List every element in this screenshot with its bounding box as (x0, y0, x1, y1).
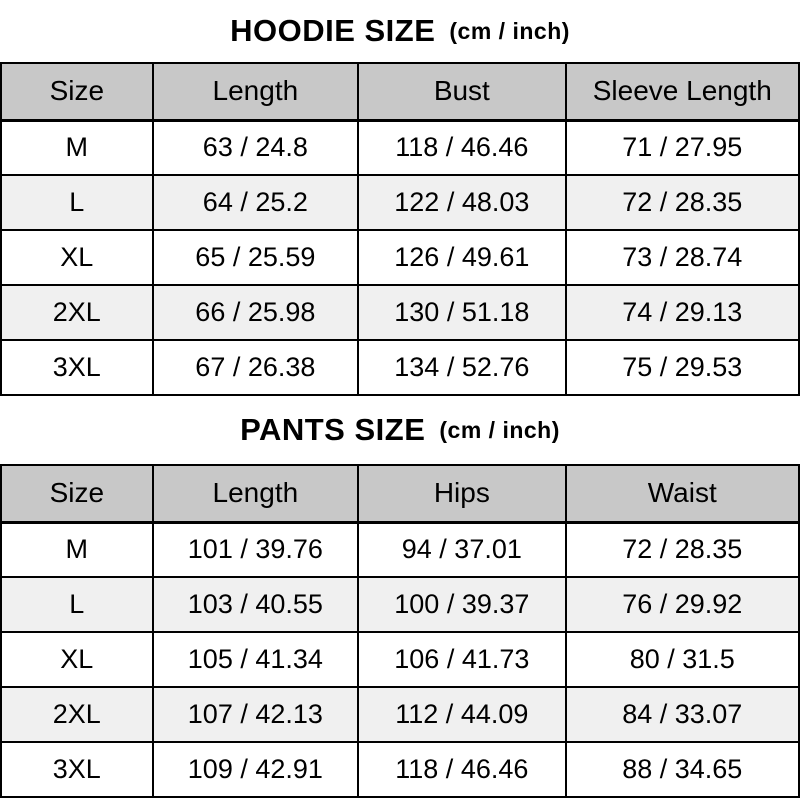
measurement-cell: 105 / 41.34 (151, 631, 360, 688)
measurement-cell: 66 / 25.98 (151, 284, 360, 341)
size-label-cell: 3XL (0, 741, 154, 798)
measurement-cell: 101 / 39.76 (151, 521, 360, 578)
measurement-cell: 71 / 27.95 (564, 119, 800, 176)
measurement-cell: 63 / 24.8 (151, 119, 360, 176)
size-label-cell: XL (0, 631, 154, 688)
hoodie-size-title-text: HOODIE SIZE (230, 13, 436, 48)
measurement-cell: 88 / 34.65 (564, 741, 800, 798)
measurement-cell: 75 / 29.53 (564, 339, 800, 396)
table-row: M 101 / 39.76 94 / 37.01 72 / 28.35 (0, 521, 800, 578)
pants-size-table: Size Length Hips Waist M 101 / 39.76 94 / 37.… (0, 464, 800, 798)
table-row: 2XL 107 / 42.13 112 / 44.09 84 / 33.07 (0, 686, 800, 743)
hoodie-size-table: Size Length Bust Sleeve Length M 63 / 24.8 11… (0, 62, 800, 396)
hoodie-size-table-body: M 63 / 24.8 118 / 46.46 71 / 27.95 L 64 / 25.… (0, 119, 800, 396)
header-row: Size Length Bust Sleeve Length (0, 62, 800, 122)
measurement-cell: 100 / 39.37 (357, 576, 567, 633)
measurement-cell: 106 / 41.73 (357, 631, 567, 688)
measurement-cell: 76 / 29.92 (564, 576, 800, 633)
measurement-cell: 122 / 48.03 (357, 174, 567, 231)
measurement-cell: 126 / 49.61 (357, 229, 567, 286)
size-label-cell: M (0, 119, 154, 176)
column-header: Waist (564, 464, 800, 524)
pants-size-table-body: M 101 / 39.76 94 / 37.01 72 / 28.35 L 103 / 4… (0, 521, 800, 798)
table-row: XL 105 / 41.34 106 / 41.73 80 / 31.5 (0, 631, 800, 688)
measurement-cell: 109 / 42.91 (151, 741, 360, 798)
measurement-cell: 72 / 28.35 (564, 521, 800, 578)
measurement-cell: 118 / 46.46 (357, 741, 567, 798)
pants-size-table-header: Size Length Hips Waist (0, 464, 800, 524)
header-row: Size Length Hips Waist (0, 464, 800, 524)
table-row: 3XL 67 / 26.38 134 / 52.76 75 / 29.53 (0, 339, 800, 396)
column-header: Sleeve Length (564, 62, 800, 122)
measurement-cell: 74 / 29.13 (564, 284, 800, 341)
pants-size-title: PANTS SIZE (cm / inch) (0, 396, 800, 464)
size-label-cell: 2XL (0, 284, 154, 341)
column-header: Bust (357, 62, 567, 122)
table-row: M 63 / 24.8 118 / 46.46 71 / 27.95 (0, 119, 800, 176)
measurement-cell: 73 / 28.74 (564, 229, 800, 286)
measurement-cell: 67 / 26.38 (151, 339, 360, 396)
column-header: Length (151, 464, 360, 524)
table-row: 3XL 109 / 42.91 118 / 46.46 88 / 34.65 (0, 741, 800, 798)
column-header: Hips (357, 464, 567, 524)
pants-size-units-label: (cm / inch) (439, 416, 560, 443)
table-row: XL 65 / 25.59 126 / 49.61 73 / 28.74 (0, 229, 800, 286)
measurement-cell: 80 / 31.5 (564, 631, 800, 688)
measurement-cell: 134 / 52.76 (357, 339, 567, 396)
table-row: L 103 / 40.55 100 / 39.37 76 / 29.92 (0, 576, 800, 633)
size-label-cell: M (0, 521, 154, 578)
measurement-cell: 107 / 42.13 (151, 686, 360, 743)
column-header: Size (0, 464, 154, 524)
size-label-cell: 3XL (0, 339, 154, 396)
table-row: 2XL 66 / 25.98 130 / 51.18 74 / 29.13 (0, 284, 800, 341)
hoodie-size-title: HOODIE SIZE (cm / inch) (0, 0, 800, 62)
measurement-cell: 112 / 44.09 (357, 686, 567, 743)
size-label-cell: 2XL (0, 686, 154, 743)
table-row: L 64 / 25.2 122 / 48.03 72 / 28.35 (0, 174, 800, 231)
measurement-cell: 72 / 28.35 (564, 174, 800, 231)
size-label-cell: XL (0, 229, 154, 286)
measurement-cell: 65 / 25.59 (151, 229, 360, 286)
measurement-cell: 103 / 40.55 (151, 576, 360, 633)
size-label-cell: L (0, 174, 154, 231)
measurement-cell: 118 / 46.46 (357, 119, 567, 176)
hoodie-size-units-label: (cm / inch) (449, 17, 570, 44)
pants-size-title-text: PANTS SIZE (240, 412, 426, 447)
size-label-cell: L (0, 576, 154, 633)
measurement-cell: 64 / 25.2 (151, 174, 360, 231)
measurement-cell: 130 / 51.18 (357, 284, 567, 341)
column-header: Size (0, 62, 154, 122)
measurement-cell: 84 / 33.07 (564, 686, 800, 743)
measurement-cell: 94 / 37.01 (357, 521, 567, 578)
column-header: Length (151, 62, 360, 122)
hoodie-size-table-header: Size Length Bust Sleeve Length (0, 62, 800, 122)
